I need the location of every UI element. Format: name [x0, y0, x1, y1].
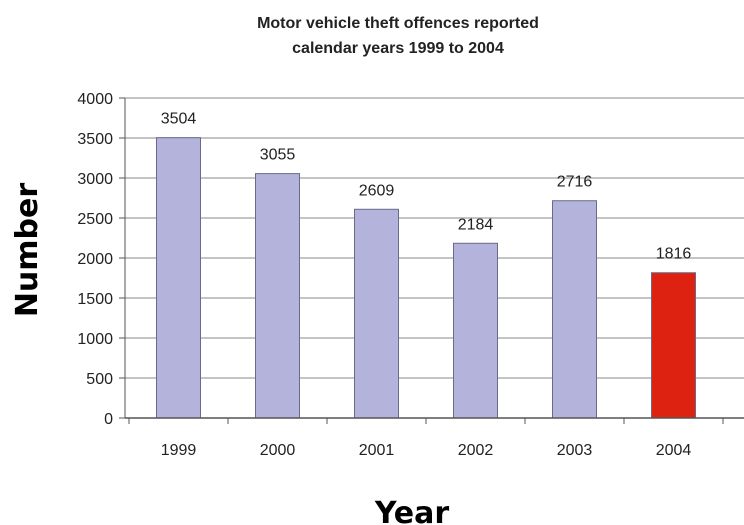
bar-2002	[453, 242, 498, 419]
chart-title: Motor vehicle theft offences reported	[257, 15, 539, 32]
data-label: 3055	[260, 147, 296, 164]
bar-2000	[255, 173, 300, 419]
y-axis-title: Number	[10, 183, 45, 318]
x-axis-title: Year	[374, 496, 450, 525]
y-tick-label: 1500	[77, 291, 113, 308]
y-tick-label: 0	[104, 411, 113, 428]
y-tick-label: 500	[86, 371, 113, 388]
x-tick-label: 2000	[260, 442, 296, 459]
bar-1999	[156, 137, 201, 419]
y-axis: 0 500 1000 1500 2000 2500 3000 3500 4000	[77, 91, 126, 428]
data-labels: 3504 3055 2609 2184 2716 1816	[161, 111, 692, 263]
chart-subtitle: calendar years 1999 to 2004	[292, 40, 504, 57]
y-tick-label: 2500	[77, 211, 113, 228]
bar-2003	[552, 200, 597, 419]
data-label: 2184	[458, 216, 494, 233]
x-tick-label: 2002	[458, 442, 494, 459]
gridlines	[125, 97, 744, 379]
x-tick-label: 2003	[557, 442, 593, 459]
data-label: 2716	[557, 174, 593, 191]
data-label: 3504	[161, 111, 197, 128]
y-tick-label: 3500	[77, 131, 113, 148]
y-tick-label: 4000	[77, 91, 113, 108]
x-axis: 1999 2000 2001 2002 2003 2004	[125, 417, 744, 459]
data-label: 1816	[656, 246, 692, 263]
bar-2004	[651, 272, 696, 419]
y-tick-label: 1000	[77, 331, 113, 348]
bar-2001	[354, 208, 399, 419]
data-label: 2609	[359, 182, 395, 199]
y-tick-label: 3000	[77, 171, 113, 188]
y-tick-label: 2000	[77, 251, 113, 268]
x-tick-label: 1999	[161, 442, 197, 459]
x-tick-label: 2001	[359, 442, 395, 459]
bars	[156, 137, 696, 419]
x-tick-label: 2004	[656, 442, 692, 459]
